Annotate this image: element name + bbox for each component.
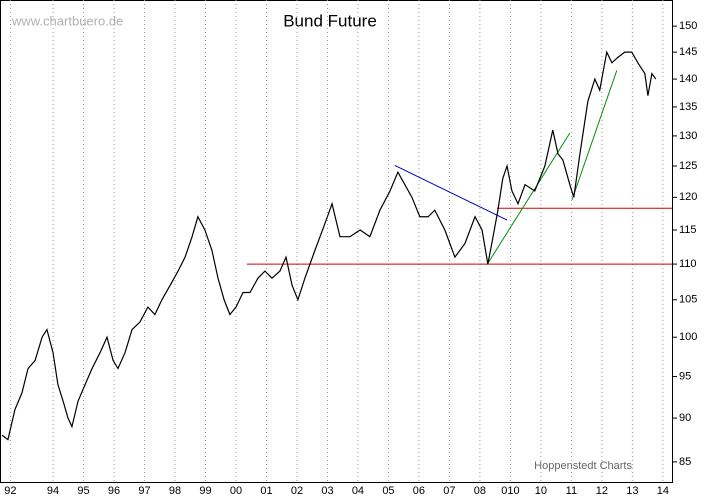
y-tick-label: 90 xyxy=(679,412,691,424)
y-tick-label: 135 xyxy=(679,101,697,113)
x-tick-label: 08 xyxy=(474,485,486,497)
x-tick-label: 95 xyxy=(77,485,89,497)
x-tick-label: 12 xyxy=(596,485,608,497)
chart-title: Bund Future xyxy=(283,11,377,30)
trend-line xyxy=(571,70,618,201)
x-tick-label: 05 xyxy=(382,485,394,497)
x-tick-label: 03 xyxy=(321,485,333,497)
x-tick-label: 97 xyxy=(138,485,150,497)
y-tick-label: 115 xyxy=(679,224,697,236)
x-tick-label: 98 xyxy=(169,485,181,497)
y-tick-label: 95 xyxy=(679,370,691,382)
x-tick-label: 06 xyxy=(413,485,425,497)
x-tick-label: 99 xyxy=(199,485,211,497)
x-tick-label: 10 xyxy=(535,485,547,497)
trend-line xyxy=(394,164,508,221)
y-tick-label: 145 xyxy=(679,46,697,58)
y-tick-label: 85 xyxy=(679,456,691,468)
x-tick-label: 11 xyxy=(566,485,577,497)
x-tick-label: 92 xyxy=(4,485,16,497)
y-tick-label: 110 xyxy=(679,258,697,270)
y-tick-label: 105 xyxy=(679,294,697,306)
plot-frame xyxy=(0,0,673,483)
y-tick-label: 100 xyxy=(679,331,697,343)
x-tick-label: 94 xyxy=(47,485,59,497)
x-tick-label: 01 xyxy=(260,485,272,497)
x-tick-label: 96 xyxy=(108,485,120,497)
y-tick-label: 130 xyxy=(679,130,697,142)
source: Hoppenstedt Charts xyxy=(534,460,632,472)
x-tick-label: 13 xyxy=(626,485,638,497)
trend-line xyxy=(486,132,571,266)
x-tick-label: 010 xyxy=(501,485,519,497)
x-tick-label: 02 xyxy=(291,485,303,497)
x-tick-label: 04 xyxy=(352,485,364,497)
x-tick-label: 14 xyxy=(657,485,669,497)
y-tick-label: 120 xyxy=(679,191,697,203)
y-tick-label: 150 xyxy=(679,20,697,32)
watermark: www.chartbuero.de xyxy=(11,13,123,28)
price-line xyxy=(1,50,657,441)
x-tick-label: 00 xyxy=(230,485,242,497)
x-tick-label: 07 xyxy=(443,485,455,497)
y-tick-label: 125 xyxy=(679,160,697,172)
y-tick-label: 140 xyxy=(679,73,697,85)
